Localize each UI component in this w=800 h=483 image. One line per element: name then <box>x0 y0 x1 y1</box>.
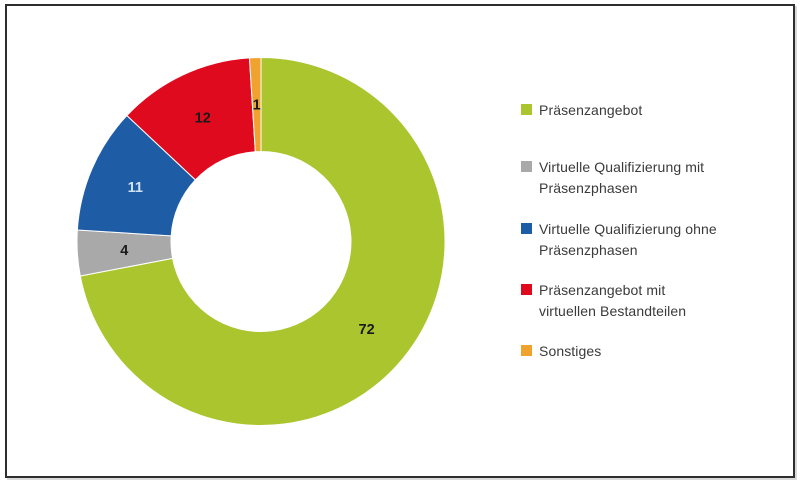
data-label: 11 <box>128 180 143 196</box>
data-label: 4 <box>120 243 128 259</box>
data-label: 72 <box>359 322 375 338</box>
data-label: 12 <box>195 111 211 127</box>
donut-slice <box>248 56 262 153</box>
data-label: 1 <box>253 98 261 114</box>
donut-slice <box>79 56 446 426</box>
